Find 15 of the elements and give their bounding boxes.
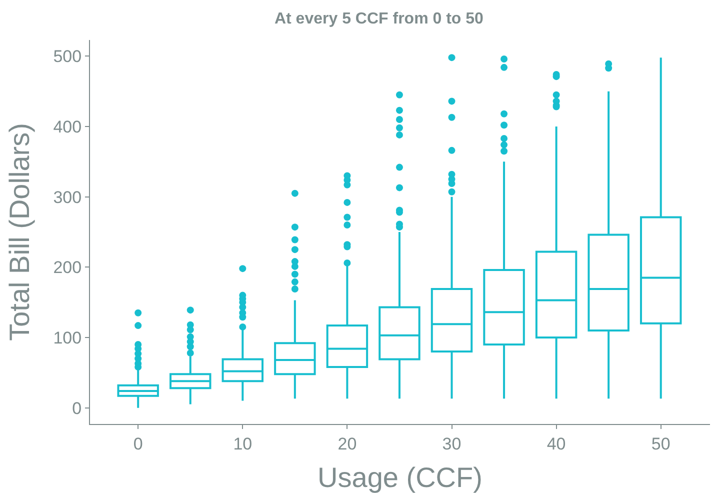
x-tick-label: 40 [546,434,566,454]
x-tick-label: 0 [133,434,143,454]
y-tick-label: 0 [72,398,82,418]
y-axis-title: Total Bill (Dollars) [4,123,35,341]
x-tick-label: 50 [651,434,670,454]
y-tick-label: 500 [53,47,82,66]
y-tick-label: 400 [53,117,82,136]
x-axis-title: Usage (CCF) [318,462,482,493]
x-tick-label: 30 [442,434,462,454]
chart-title: At every 5 CCF from 0 to 50 [274,10,484,28]
y-tick-label: 300 [53,188,82,207]
y-tick-label: 200 [53,258,82,278]
y-tick-label: 100 [53,328,82,348]
x-tick-label: 20 [338,434,357,454]
x-tick-label: 10 [233,434,252,454]
